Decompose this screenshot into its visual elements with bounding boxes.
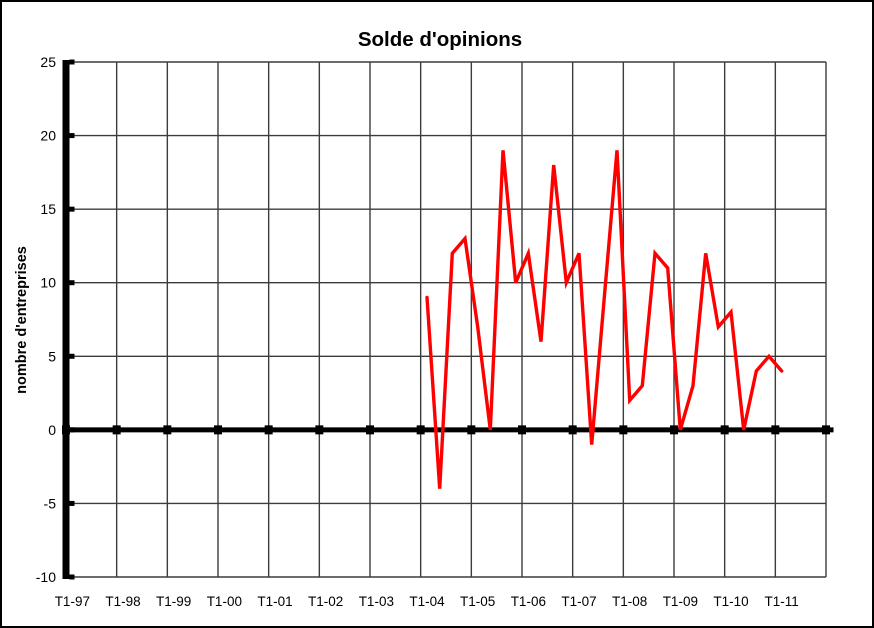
x-tick-label: T1-97 xyxy=(55,594,90,609)
y-tick-label: 10 xyxy=(40,275,56,291)
y-axis-tick xyxy=(69,574,75,580)
y-tick-label: 5 xyxy=(48,348,56,364)
x-axis-tick xyxy=(163,425,172,435)
x-axis-tick xyxy=(822,425,830,435)
x-tick-label: T1-00 xyxy=(207,594,242,609)
x-axis-tick xyxy=(264,425,273,435)
x-axis-tick xyxy=(771,425,780,435)
y-tick-label: 25 xyxy=(40,54,56,70)
y-axis-tick xyxy=(69,353,75,359)
y-tick-label: 0 xyxy=(48,422,56,438)
y-axis-title: nombre d'entreprises xyxy=(14,246,30,394)
y-tick-label: 20 xyxy=(40,128,56,144)
x-axis-tick xyxy=(720,425,729,435)
y-axis-tick xyxy=(69,206,75,212)
x-tick-label: T1-05 xyxy=(460,594,495,609)
y-axis-tick xyxy=(69,133,75,139)
x-tick-label: T1-08 xyxy=(612,594,647,609)
x-axis-tick xyxy=(670,425,678,435)
chart-title: Solde d'opinions xyxy=(358,28,522,51)
x-tick-label: T1-09 xyxy=(663,594,698,609)
x-axis-tick xyxy=(214,425,222,435)
x-tick-label: T1-02 xyxy=(308,594,343,609)
x-axis-tick xyxy=(619,425,628,435)
y-axis-tick xyxy=(69,280,75,286)
x-tick-label: T1-99 xyxy=(156,594,191,609)
y-axis-tick xyxy=(69,500,75,506)
x-tick-label: T1-10 xyxy=(713,594,748,609)
x-axis-zero-line xyxy=(62,427,834,433)
x-axis-tick xyxy=(62,425,70,435)
axes xyxy=(62,59,834,580)
opinion-balance-series-line xyxy=(425,150,784,489)
x-axis-tick xyxy=(467,425,476,435)
y-tick-label: 15 xyxy=(40,201,56,217)
x-axis-tick xyxy=(518,425,526,435)
y-tick-label: -10 xyxy=(36,569,56,585)
x-axis-tick xyxy=(366,425,374,435)
x-tick-label: T1-11 xyxy=(765,594,799,609)
x-axis-tick xyxy=(112,425,121,435)
x-tick-label: T1-06 xyxy=(511,594,546,609)
y-axis-line xyxy=(62,60,70,579)
x-tick-label: T1-04 xyxy=(409,594,445,609)
x-axis-tick xyxy=(416,425,425,435)
y-axis-tick xyxy=(69,59,75,65)
axis-tick-labels: 25 20 15 10 5 0 -5 -10 T1-97 T1-98 T1-99 T1-00 T1-01… xyxy=(36,54,799,609)
x-axis-tick xyxy=(315,425,324,435)
x-axis-tick xyxy=(568,425,577,435)
x-tick-label: T1-03 xyxy=(359,594,394,609)
x-tick-label: T1-98 xyxy=(105,594,140,609)
data-series xyxy=(425,150,784,489)
y-tick-label: -5 xyxy=(44,495,57,511)
x-tick-label: T1-07 xyxy=(561,594,596,609)
x-tick-label: T1-01 xyxy=(257,594,292,609)
